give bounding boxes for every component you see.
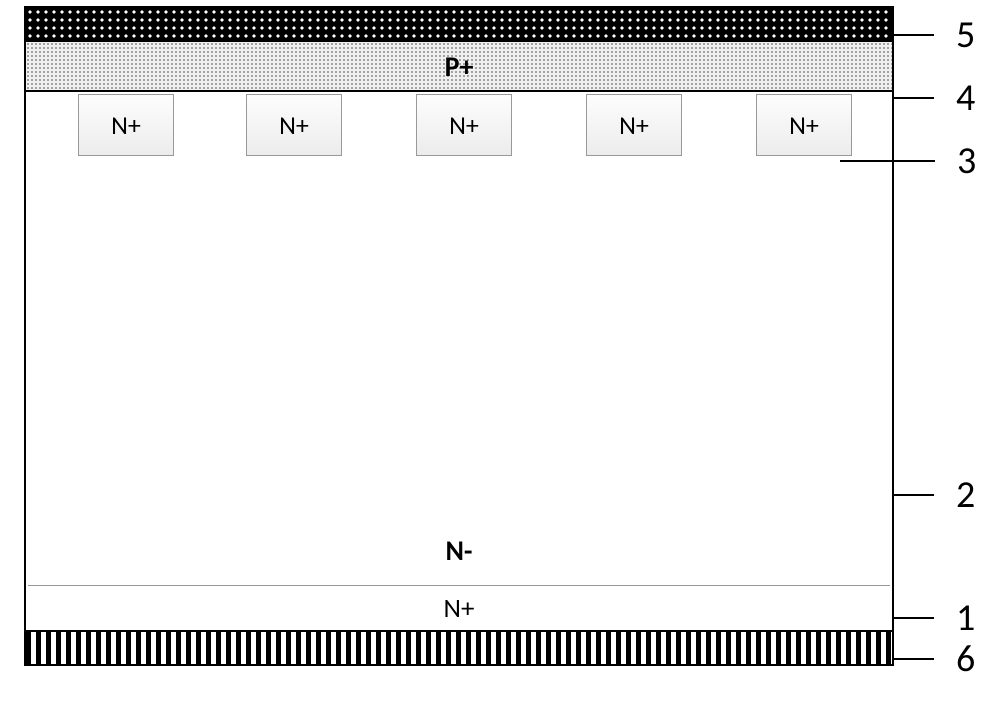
layer-3-nplus-container: N+ N+ N+ N+ N+ bbox=[24, 94, 894, 164]
layer-4-pplus: P+ bbox=[24, 40, 894, 92]
callout-label-2: 2 bbox=[956, 472, 975, 518]
callout-label-6: 6 bbox=[956, 636, 975, 682]
nplus-box: N+ bbox=[756, 94, 852, 156]
callout-3: 3 bbox=[840, 138, 976, 184]
callout-line bbox=[894, 494, 934, 496]
callout-1: 1 bbox=[894, 595, 975, 641]
layer-2-drift: N- bbox=[24, 92, 894, 586]
callout-label-1: 1 bbox=[956, 595, 975, 641]
callout-6: 6 bbox=[894, 636, 975, 682]
callout-label-4: 4 bbox=[956, 75, 975, 121]
semiconductor-diagram: P+ N- N+ N+ N+ N+ N+ N+ bbox=[24, 6, 894, 666]
callout-line bbox=[840, 160, 935, 162]
layer-4-label: P+ bbox=[445, 49, 474, 84]
callout-label-5: 5 bbox=[956, 12, 975, 58]
callout-line bbox=[894, 617, 934, 619]
layer-6-bottom-contact bbox=[24, 630, 894, 666]
layer-1-substrate: N+ bbox=[24, 586, 894, 630]
layer-2-label: N- bbox=[445, 533, 472, 568]
layer-5-top-contact bbox=[24, 6, 894, 40]
nplus-box: N+ bbox=[586, 94, 682, 156]
callout-line bbox=[894, 658, 934, 660]
layer-1-label: N+ bbox=[444, 592, 475, 625]
callout-2: 2 bbox=[894, 472, 975, 518]
callout-line bbox=[894, 97, 934, 99]
callout-line bbox=[894, 34, 934, 36]
callout-4: 4 bbox=[894, 75, 975, 121]
nplus-box: N+ bbox=[78, 94, 174, 156]
nplus-box: N+ bbox=[416, 94, 512, 156]
nplus-box: N+ bbox=[246, 94, 342, 156]
callout-label-3: 3 bbox=[957, 138, 976, 184]
callout-5: 5 bbox=[894, 12, 975, 58]
